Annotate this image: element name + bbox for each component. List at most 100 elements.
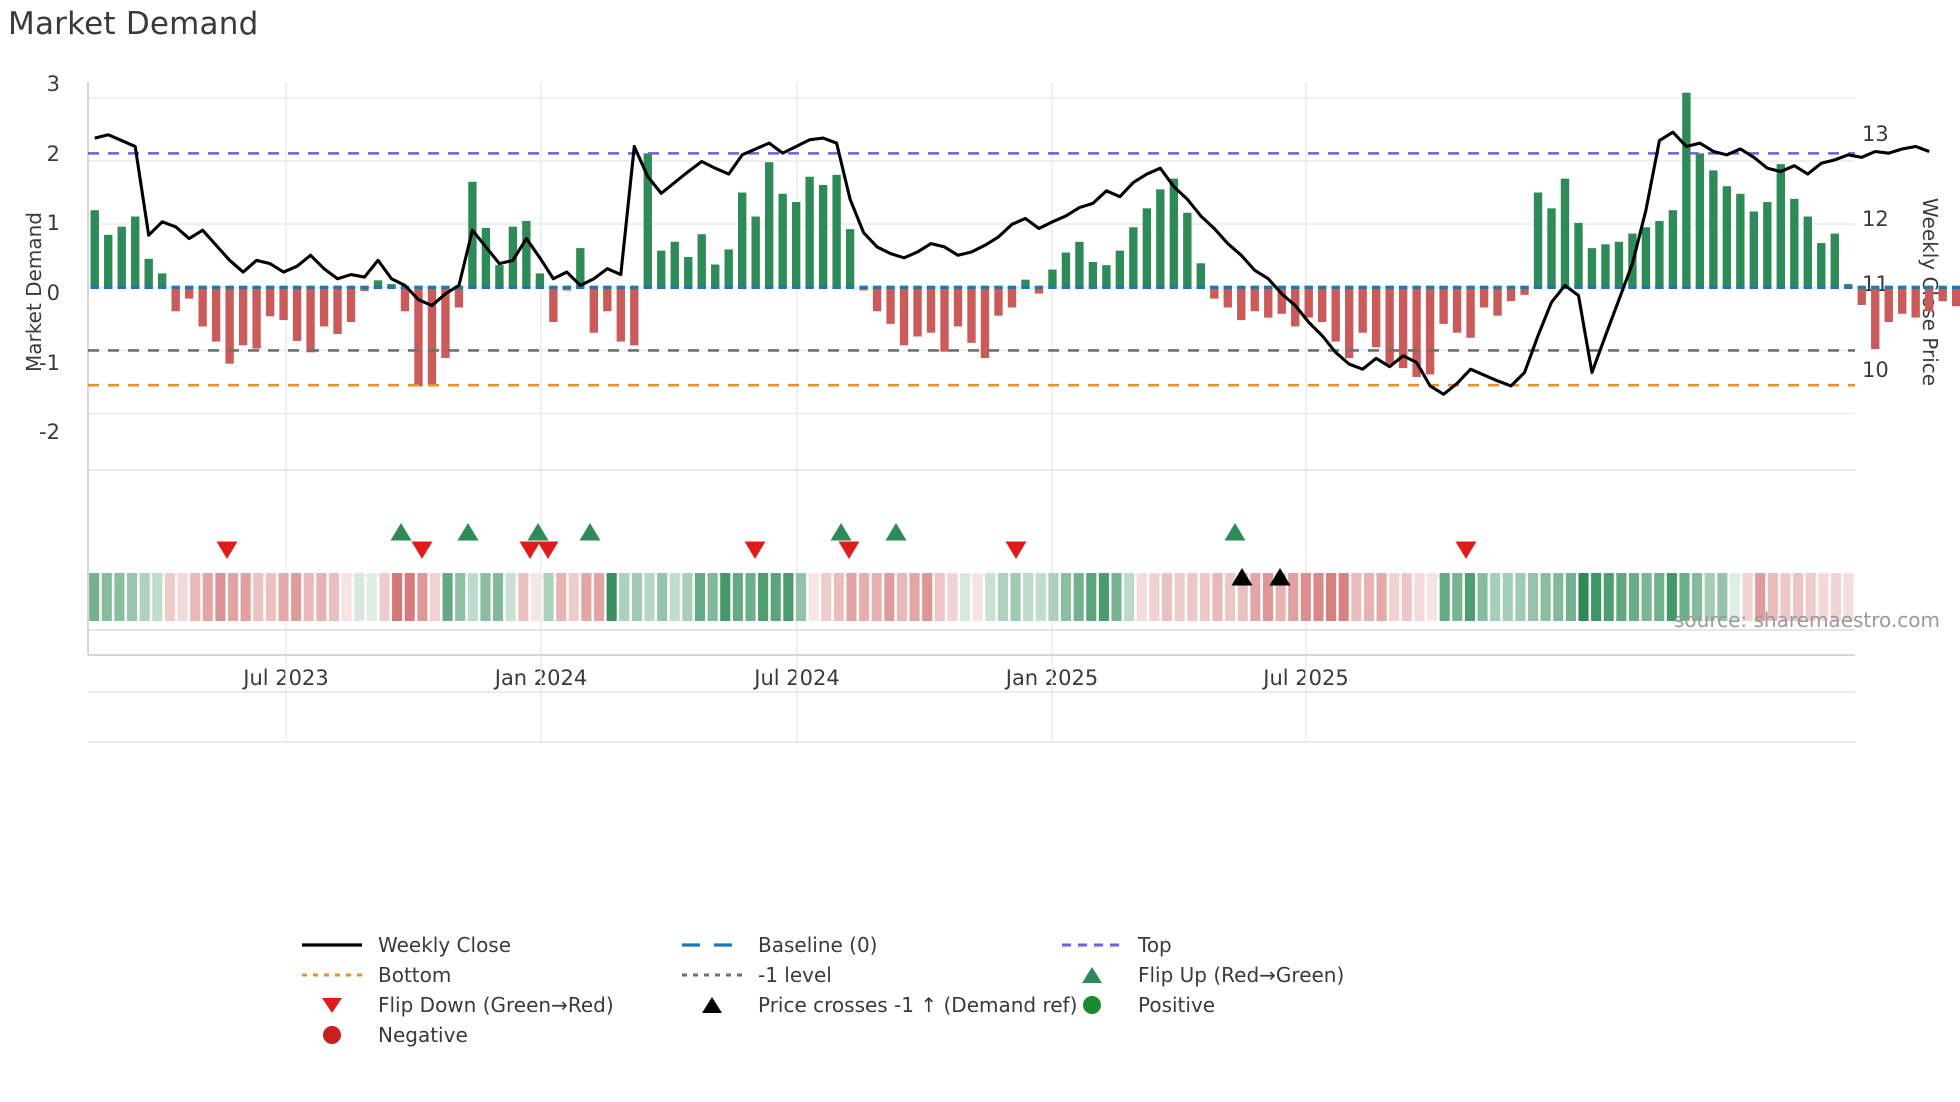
solid-line-icon [300, 934, 364, 956]
heatmap-cell [1464, 573, 1475, 621]
heatmap-cell [379, 573, 390, 621]
legend-item[interactable]: Price crosses -1 ↑ (Demand ref) [680, 990, 1077, 1020]
demand-bar [980, 287, 990, 358]
demand-bar [184, 287, 194, 299]
baseline-tick [1129, 285, 1138, 290]
baseline-tick [104, 285, 113, 290]
flip-down-marker[interactable] [537, 541, 559, 560]
flip-down-marker[interactable] [519, 541, 541, 560]
legend-item[interactable]: Baseline (0) [680, 930, 1060, 960]
baseline-tick [1412, 285, 1421, 290]
baseline-tick [1601, 285, 1610, 290]
heatmap-cell [1641, 573, 1652, 621]
heatmap-cell [215, 573, 226, 621]
demand-bar [1196, 263, 1205, 288]
demand-bar [643, 153, 652, 288]
heatmap-cell [1755, 573, 1766, 621]
flip-down-marker[interactable] [216, 541, 238, 560]
baseline-tick [1331, 285, 1340, 290]
baseline-tick [1628, 285, 1637, 290]
heatmap-cell [833, 573, 844, 621]
heatmap-cell [1830, 573, 1841, 621]
baseline-tick [684, 285, 693, 290]
flip-up-marker[interactable] [579, 523, 601, 541]
demand-bar [899, 287, 909, 346]
baseline-tick [1088, 285, 1098, 290]
baseline-tick [1790, 285, 1799, 290]
baseline-tick [1533, 285, 1543, 290]
baseline-tick [1142, 285, 1152, 290]
heatmap-cell [1427, 573, 1438, 621]
baseline-tick [1911, 285, 1920, 290]
demand-bar [198, 287, 207, 327]
demand-bar [1466, 287, 1475, 338]
y-tick-right-10: 10 [1862, 358, 1889, 382]
legend-item[interactable]: Weekly Close [300, 930, 680, 960]
flip-down-marker[interactable] [1005, 541, 1027, 560]
flip-down-marker[interactable] [1455, 541, 1477, 560]
heatmap-cell [1376, 573, 1387, 621]
flip-up-marker[interactable] [1224, 523, 1246, 541]
legend-item[interactable]: Bottom [300, 960, 680, 990]
heatmap-cell [1540, 573, 1551, 621]
heatmap-cell [631, 573, 642, 621]
legend-item[interactable]: Flip Down (Green→Red) [300, 990, 680, 1020]
flip-up-marker[interactable] [885, 523, 907, 541]
flip-up-marker[interactable] [527, 523, 549, 541]
demand-bar [1169, 178, 1179, 288]
baseline-tick [252, 285, 261, 290]
heatmap-cell [1692, 573, 1703, 621]
demand-bar [1587, 248, 1597, 288]
heatmap-cell [922, 573, 933, 621]
flip-up-marker[interactable] [390, 523, 412, 541]
baseline-tick [184, 285, 194, 290]
legend-item[interactable]: -1 level [680, 960, 1060, 990]
baseline-tick [1763, 285, 1772, 290]
baseline-tick [279, 285, 288, 290]
heatmap-cell [1060, 573, 1072, 621]
demand-bar [495, 265, 504, 288]
baseline-tick [805, 285, 814, 290]
price-cross-marker[interactable] [1231, 568, 1253, 586]
baseline-tick [1358, 285, 1367, 290]
demand-bar [1358, 287, 1367, 333]
flip-up-marker[interactable] [830, 523, 852, 541]
legend-item[interactable]: Negative [300, 1020, 680, 1050]
demand-bar [481, 227, 491, 288]
legend-item[interactable]: Flip Up (Red→Green) [1060, 960, 1440, 990]
heatmap-cell [455, 573, 466, 621]
heatmap-cell [1187, 573, 1198, 621]
heatmap-cell [1767, 573, 1778, 621]
flip-down-marker[interactable] [744, 541, 766, 560]
legend-item[interactable]: Top [1060, 930, 1440, 960]
heatmap-cell [581, 573, 592, 621]
baseline-tick [1034, 285, 1044, 290]
heatmap-cell [1073, 573, 1084, 621]
baseline-tick [468, 285, 477, 290]
demand-bar [616, 287, 625, 342]
legend-label: Weekly Close [378, 933, 512, 957]
baseline-tick [1493, 285, 1502, 290]
price-cross-marker[interactable] [1269, 568, 1291, 586]
baseline-tick [292, 285, 302, 290]
heatmap-cell [1818, 573, 1829, 621]
legend-item[interactable]: Positive [1060, 990, 1440, 1020]
baseline-tick [1304, 285, 1313, 290]
demand-bar [1439, 287, 1448, 324]
heatmap-cell [1161, 573, 1173, 621]
baseline-tick [1817, 285, 1826, 290]
baseline-tick [1102, 285, 1111, 290]
demand-bar [1709, 170, 1718, 288]
demand-bar [1115, 250, 1125, 288]
heatmap-cell [568, 573, 579, 621]
demand-bar [670, 241, 679, 288]
legend-label: Negative [378, 1023, 468, 1047]
baseline-tick [522, 285, 531, 290]
heatmap-cell [1616, 573, 1627, 621]
baseline-tick [643, 285, 652, 290]
demand-bar [144, 258, 153, 288]
flip-down-marker[interactable] [411, 541, 433, 560]
flip-down-marker[interactable] [838, 541, 860, 560]
flip-up-marker[interactable] [457, 523, 479, 541]
